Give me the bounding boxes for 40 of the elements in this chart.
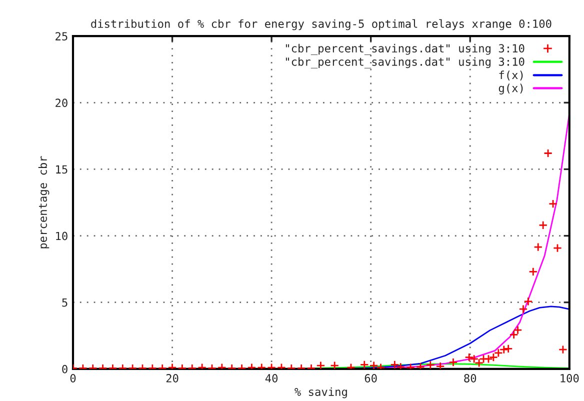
point xyxy=(534,242,543,252)
legend-label: g(x) xyxy=(498,84,523,94)
y-tick-label: 0 xyxy=(62,364,68,374)
y-tick-label: 20 xyxy=(56,98,68,108)
legend-label: "cbr_percent_savings.dat" using 3:10 xyxy=(286,44,524,55)
point xyxy=(518,304,528,314)
point xyxy=(538,220,548,230)
point xyxy=(426,360,435,369)
point xyxy=(360,360,369,369)
point xyxy=(528,267,538,276)
point xyxy=(448,358,458,367)
x-tick-label: 80 xyxy=(464,374,476,382)
y-tick-label: 10 xyxy=(56,232,68,240)
x-tick-label: 60 xyxy=(364,374,377,382)
x-tick-label: 100 xyxy=(560,374,579,382)
y-axis-title: percentage cbr xyxy=(38,156,50,248)
point xyxy=(396,362,406,369)
y-tick-label: 15 xyxy=(56,165,68,174)
y-tick-label: 25 xyxy=(56,32,68,40)
point xyxy=(390,360,400,369)
point xyxy=(470,354,479,364)
point xyxy=(544,148,553,158)
chart-title: distribution of % cbr for energy saving-5 optimal relays xrange 0:100 xyxy=(91,19,552,30)
x-tick-label: 0 xyxy=(70,374,76,382)
point xyxy=(558,345,568,354)
point xyxy=(548,199,558,208)
point xyxy=(330,361,340,369)
point xyxy=(552,244,562,253)
point xyxy=(316,361,326,369)
point xyxy=(524,296,533,306)
y-tick-label: 5 xyxy=(62,298,68,307)
point xyxy=(416,362,425,369)
legend-label: f(x) xyxy=(499,70,523,81)
x-tick-label: 20 xyxy=(166,374,178,382)
x-tick-label: 40 xyxy=(265,374,278,382)
point xyxy=(369,361,378,369)
x-axis-title: % saving xyxy=(294,387,347,398)
point xyxy=(436,362,445,369)
point xyxy=(464,352,474,362)
legend-label: "cbr_percent_savings.dat" using 3:10 xyxy=(286,57,524,68)
